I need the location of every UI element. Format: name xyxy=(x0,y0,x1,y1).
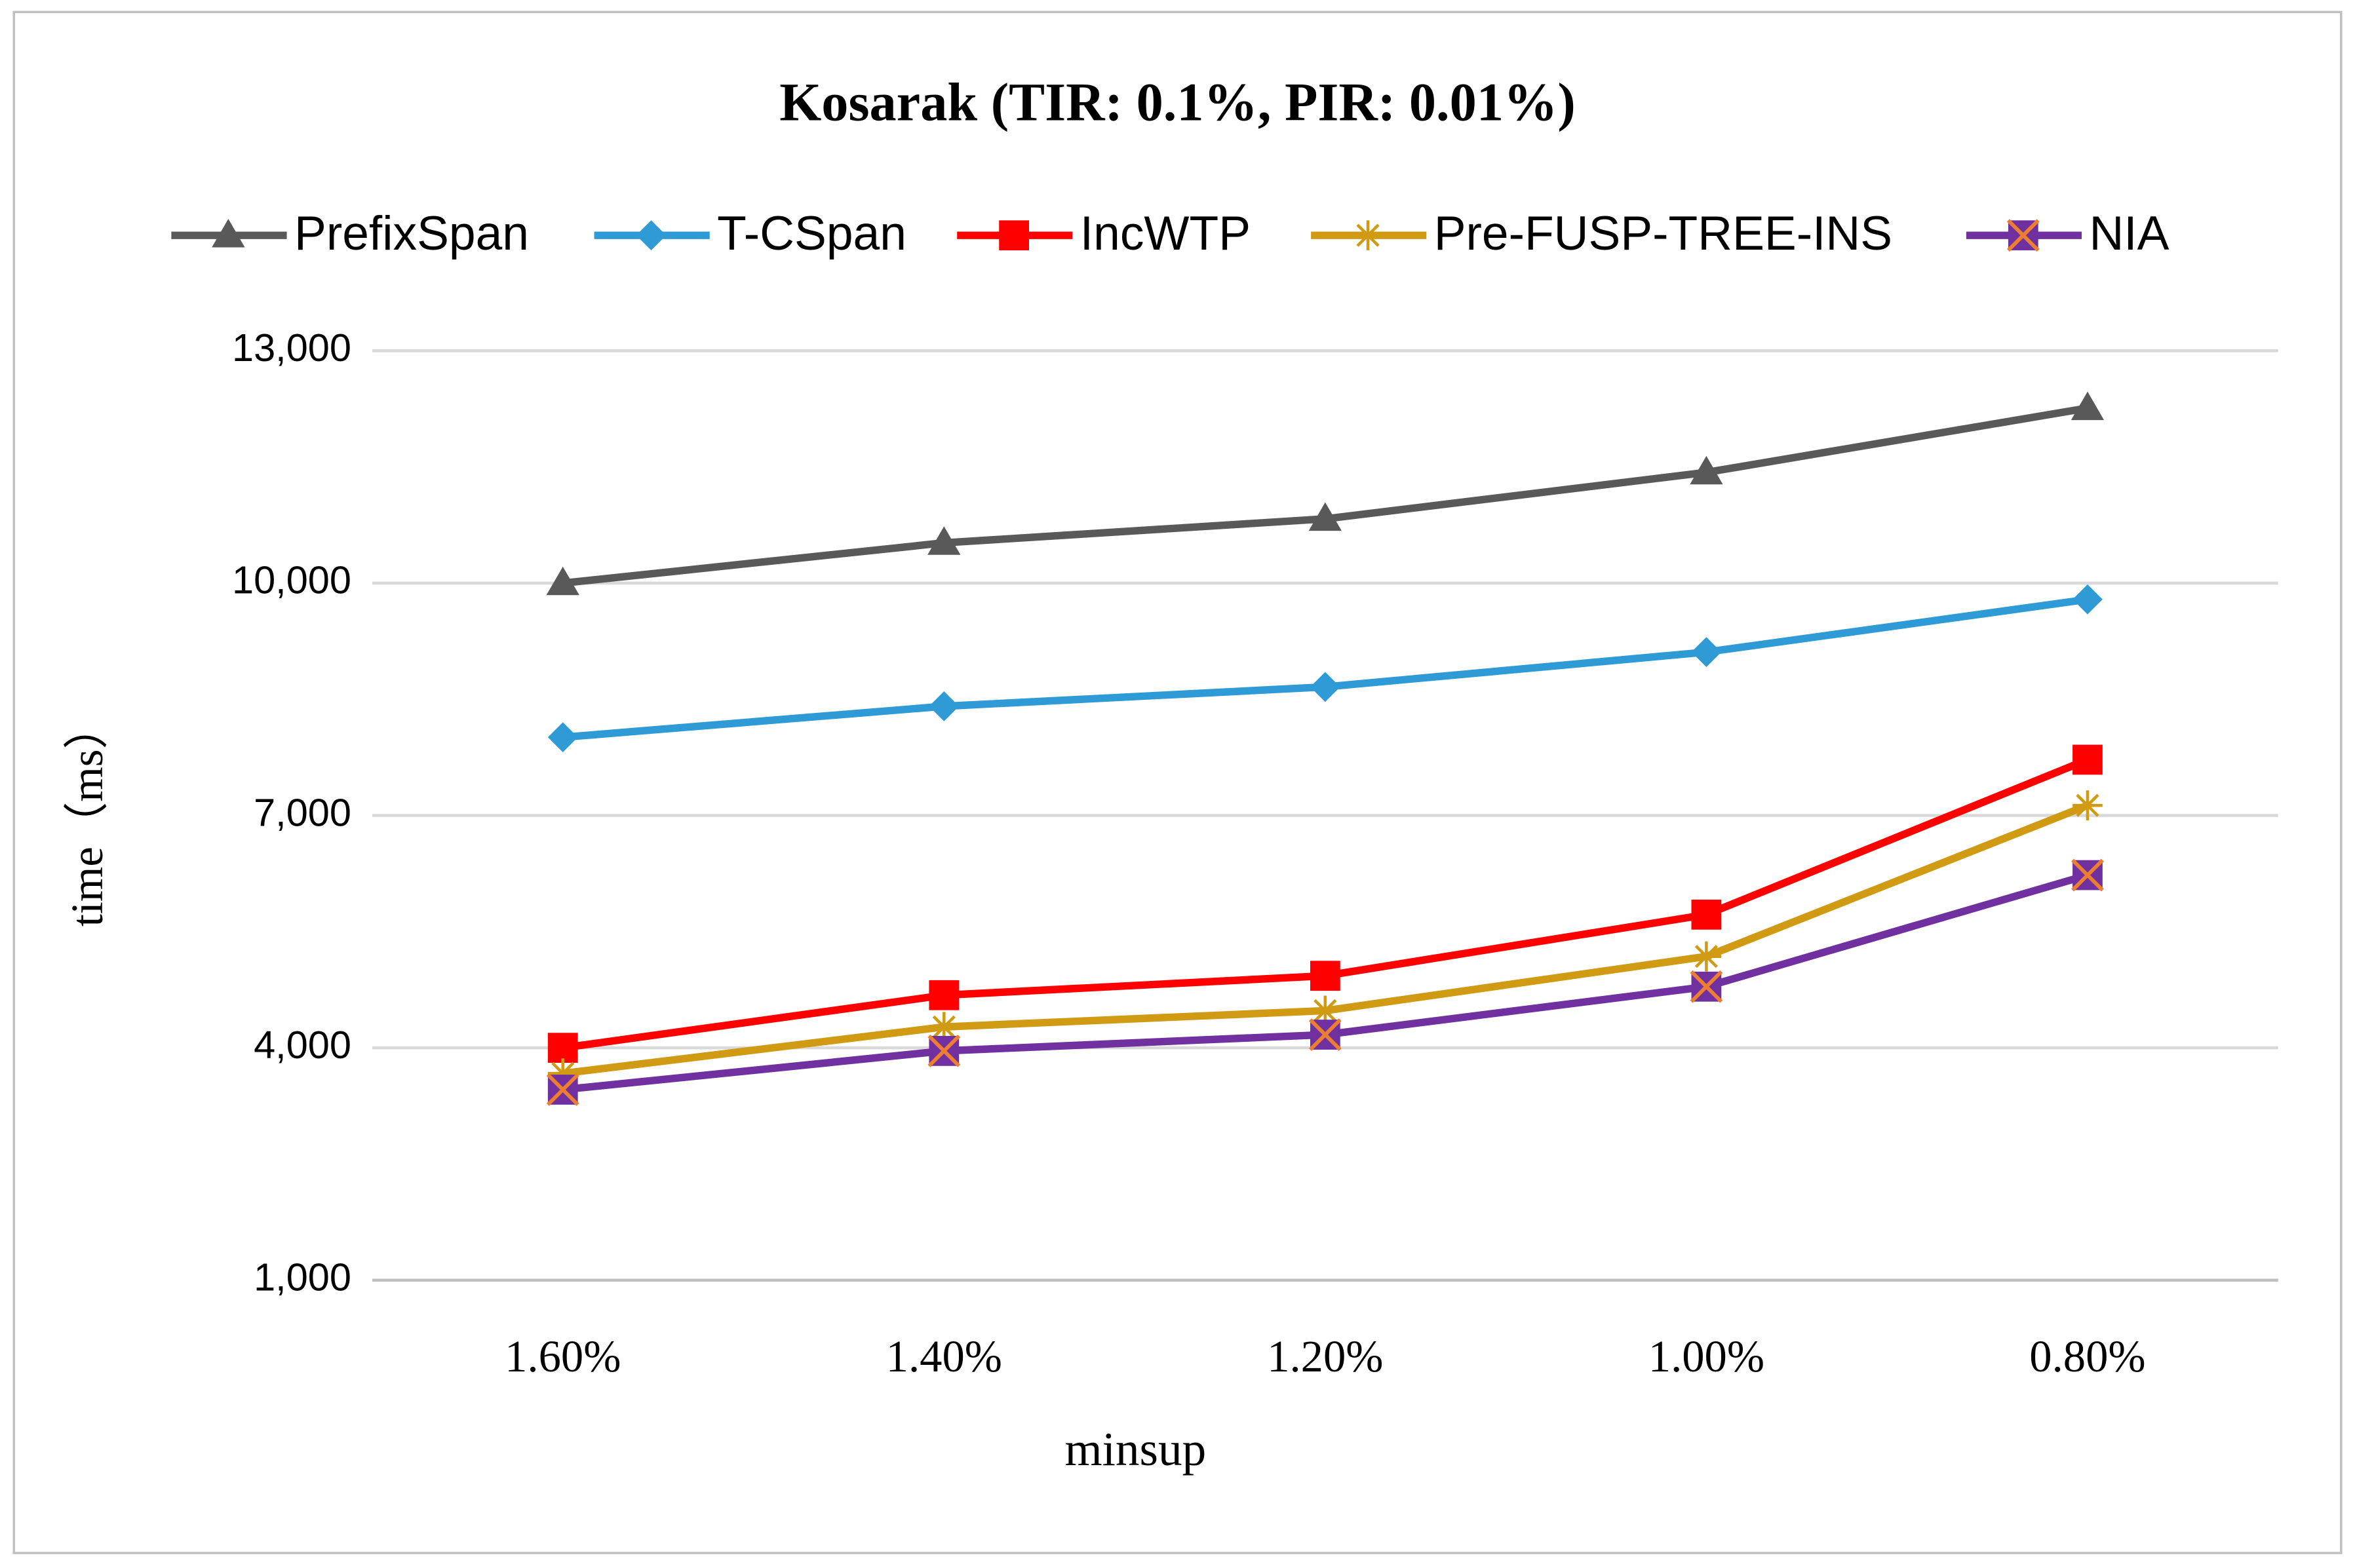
chart-border xyxy=(12,10,2343,1554)
marker xyxy=(1308,502,1342,531)
legend-label: Pre-FUSP-TREE-INS xyxy=(1434,206,1892,260)
y-axis-title: time（ms） xyxy=(62,704,112,927)
x-tick-label: 1.00% xyxy=(1648,1331,1764,1381)
y-tick-label: 10,000 xyxy=(232,558,351,602)
marker xyxy=(2071,391,2105,421)
marker-shape xyxy=(1691,899,1722,930)
marker xyxy=(1691,899,1722,930)
marker xyxy=(1690,970,1723,1003)
y-tick-label: 13,000 xyxy=(232,326,351,370)
y-tick-label: 4,000 xyxy=(254,1023,351,1067)
marker xyxy=(546,566,579,596)
x-tick-label: 0.80% xyxy=(2029,1331,2145,1381)
marker xyxy=(929,1012,960,1042)
marker-shape xyxy=(212,219,245,248)
legend-label: T-CSpan xyxy=(717,206,906,260)
marker-shape xyxy=(547,1033,578,1063)
marker xyxy=(1310,961,1340,991)
marker xyxy=(2071,858,2104,892)
marker-shape xyxy=(546,1073,579,1106)
marker-shape xyxy=(932,1015,956,1039)
x-tick-label: 1.20% xyxy=(1267,1331,1383,1381)
marker-shape xyxy=(2071,391,2105,421)
marker-shape xyxy=(1308,502,1342,531)
marker-shape xyxy=(1691,637,1722,668)
legend-label: NIA xyxy=(2089,206,2169,260)
marker-shape xyxy=(546,566,579,596)
marker xyxy=(547,722,578,753)
marker xyxy=(1308,1018,1342,1051)
marker xyxy=(547,1033,578,1063)
x-tick-label: 1.40% xyxy=(886,1331,1002,1381)
marker xyxy=(1310,995,1340,1026)
marker-shape xyxy=(927,1034,961,1067)
x-axis-title: minsup xyxy=(1065,1423,1207,1476)
marker-shape xyxy=(2076,794,2099,817)
marker xyxy=(927,1034,961,1067)
y-tick-label: 1,000 xyxy=(254,1255,351,1299)
legend-marker xyxy=(1353,220,1383,251)
chart-title: Kosarak (TIR: 0.1%, PIR: 0.01%) xyxy=(779,73,1576,132)
marker-shape xyxy=(547,722,578,753)
marker-shape xyxy=(1356,223,1380,247)
marker-shape xyxy=(1310,672,1340,702)
marker-shape xyxy=(2073,744,2103,775)
legend-marker xyxy=(999,220,1030,251)
marker-shape xyxy=(2071,858,2104,892)
marker-shape xyxy=(1310,961,1340,991)
marker-shape xyxy=(1694,945,1719,968)
marker xyxy=(1310,672,1340,702)
y-tick-label: 7,000 xyxy=(254,790,351,834)
marker-shape xyxy=(1690,970,1723,1003)
marker xyxy=(2073,744,2103,775)
marker xyxy=(929,691,960,721)
marker xyxy=(929,980,960,1010)
legend-label: PrefixSpan xyxy=(294,206,529,260)
marker-shape xyxy=(929,691,960,721)
marker xyxy=(927,526,961,555)
marker-shape xyxy=(1308,1018,1342,1051)
x-tick-label: 1.60% xyxy=(505,1331,621,1381)
marker-shape xyxy=(927,526,961,555)
marker-shape xyxy=(1690,455,1723,485)
legend-marker xyxy=(212,219,245,248)
marker xyxy=(1691,637,1722,668)
marker-shape xyxy=(929,980,960,1010)
marker xyxy=(1691,941,1722,972)
marker xyxy=(546,1073,579,1106)
marker-shape xyxy=(999,220,1030,251)
legend-marker xyxy=(2006,219,2040,252)
marker-shape xyxy=(2006,219,2040,252)
marker-shape xyxy=(1314,999,1337,1023)
marker xyxy=(2073,790,2103,821)
legend-label: IncWTP xyxy=(1080,206,1251,260)
marker xyxy=(1690,455,1723,485)
